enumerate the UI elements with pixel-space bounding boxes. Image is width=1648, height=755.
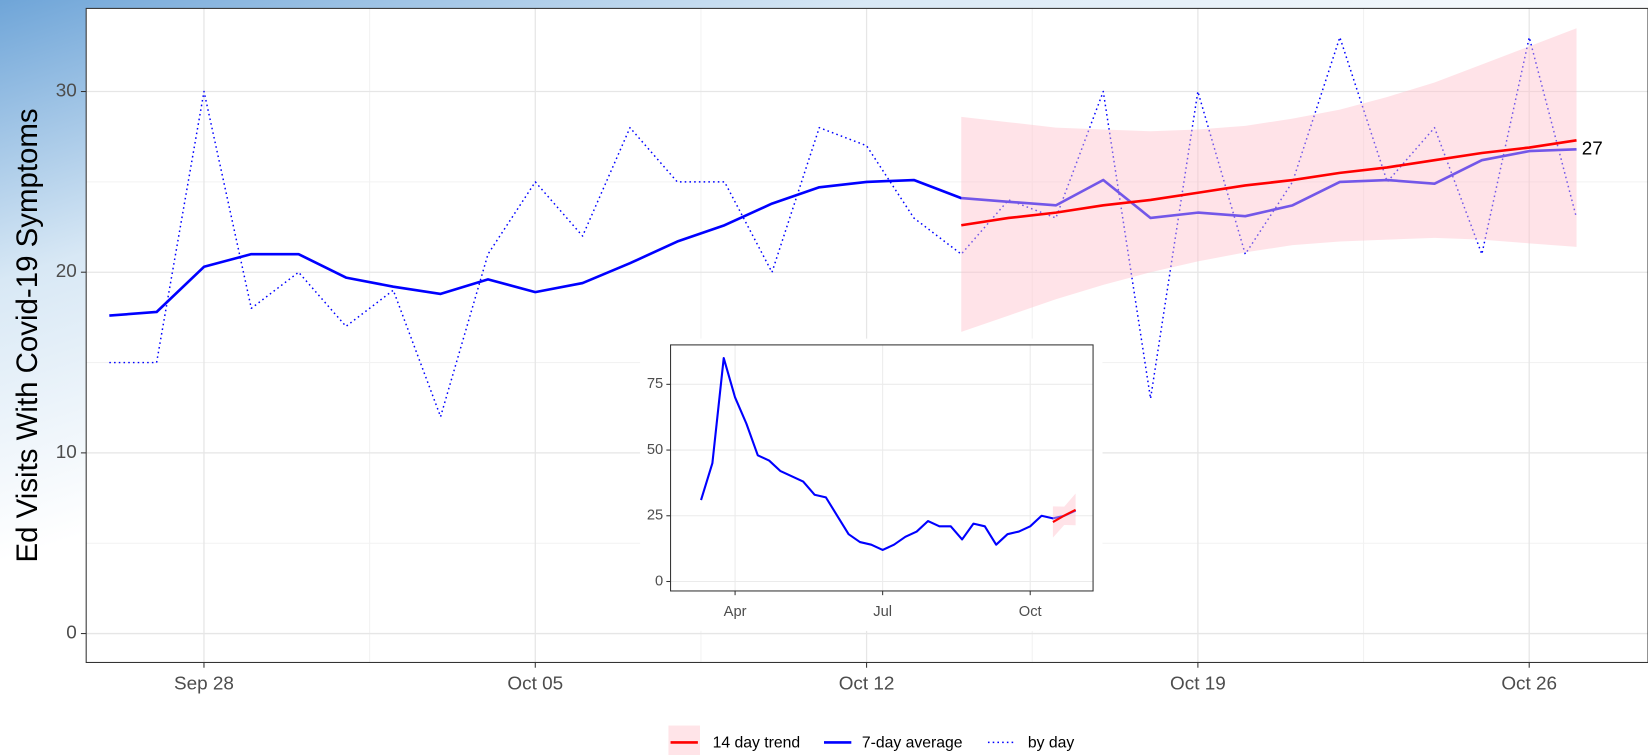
end-label: 27 bbox=[1582, 138, 1603, 159]
x-tick-label: Oct 19 bbox=[1170, 674, 1226, 695]
trend-line bbox=[961, 138, 1577, 227]
series-line bbox=[700, 356, 1077, 552]
x-tick-label: Oct 12 bbox=[839, 674, 895, 695]
x-tick-label: Oct bbox=[1019, 604, 1042, 620]
y-tick-label: 50 bbox=[647, 442, 663, 458]
legend-label: 7-day average bbox=[862, 735, 963, 752]
y-tick-label: 20 bbox=[56, 261, 77, 282]
legend-band-key bbox=[668, 725, 700, 755]
x-tick-label: Oct 26 bbox=[1501, 674, 1557, 695]
y-tick-label: 10 bbox=[56, 442, 77, 463]
x-tick-label: Jul bbox=[873, 604, 892, 620]
axes: 0 10 20 30 Sep 28 Oct 05 Oct 12 Oct 19 Oct 26 27 bbox=[56, 81, 1603, 695]
y-tick-label: 0 bbox=[655, 573, 663, 589]
confidence-band bbox=[961, 28, 1577, 332]
y-tick-label: 25 bbox=[647, 508, 663, 524]
x-tick-label: Apr bbox=[724, 604, 747, 620]
x-tick-label: Oct 05 bbox=[507, 674, 563, 695]
y-axis-title: Ed Visits With Covid-19 Symptoms bbox=[11, 108, 44, 562]
x-tick-label: Sep 28 bbox=[174, 674, 234, 695]
y-tick-label: 30 bbox=[56, 81, 77, 102]
inset-chart: 0 25 50 75 Apr Jul Oct bbox=[640, 338, 1103, 631]
plot-area bbox=[86, 8, 1648, 663]
series-line bbox=[109, 148, 1577, 317]
y-tick-label: 0 bbox=[66, 623, 77, 644]
legend-label: by day bbox=[1028, 735, 1075, 752]
legend: 14 day trend 7-day average by day bbox=[668, 725, 1075, 755]
y-tick-label: 75 bbox=[647, 376, 663, 392]
trend-line bbox=[1052, 508, 1077, 523]
inset-frame bbox=[670, 344, 1094, 592]
legend-label: 14 day trend bbox=[713, 735, 801, 752]
